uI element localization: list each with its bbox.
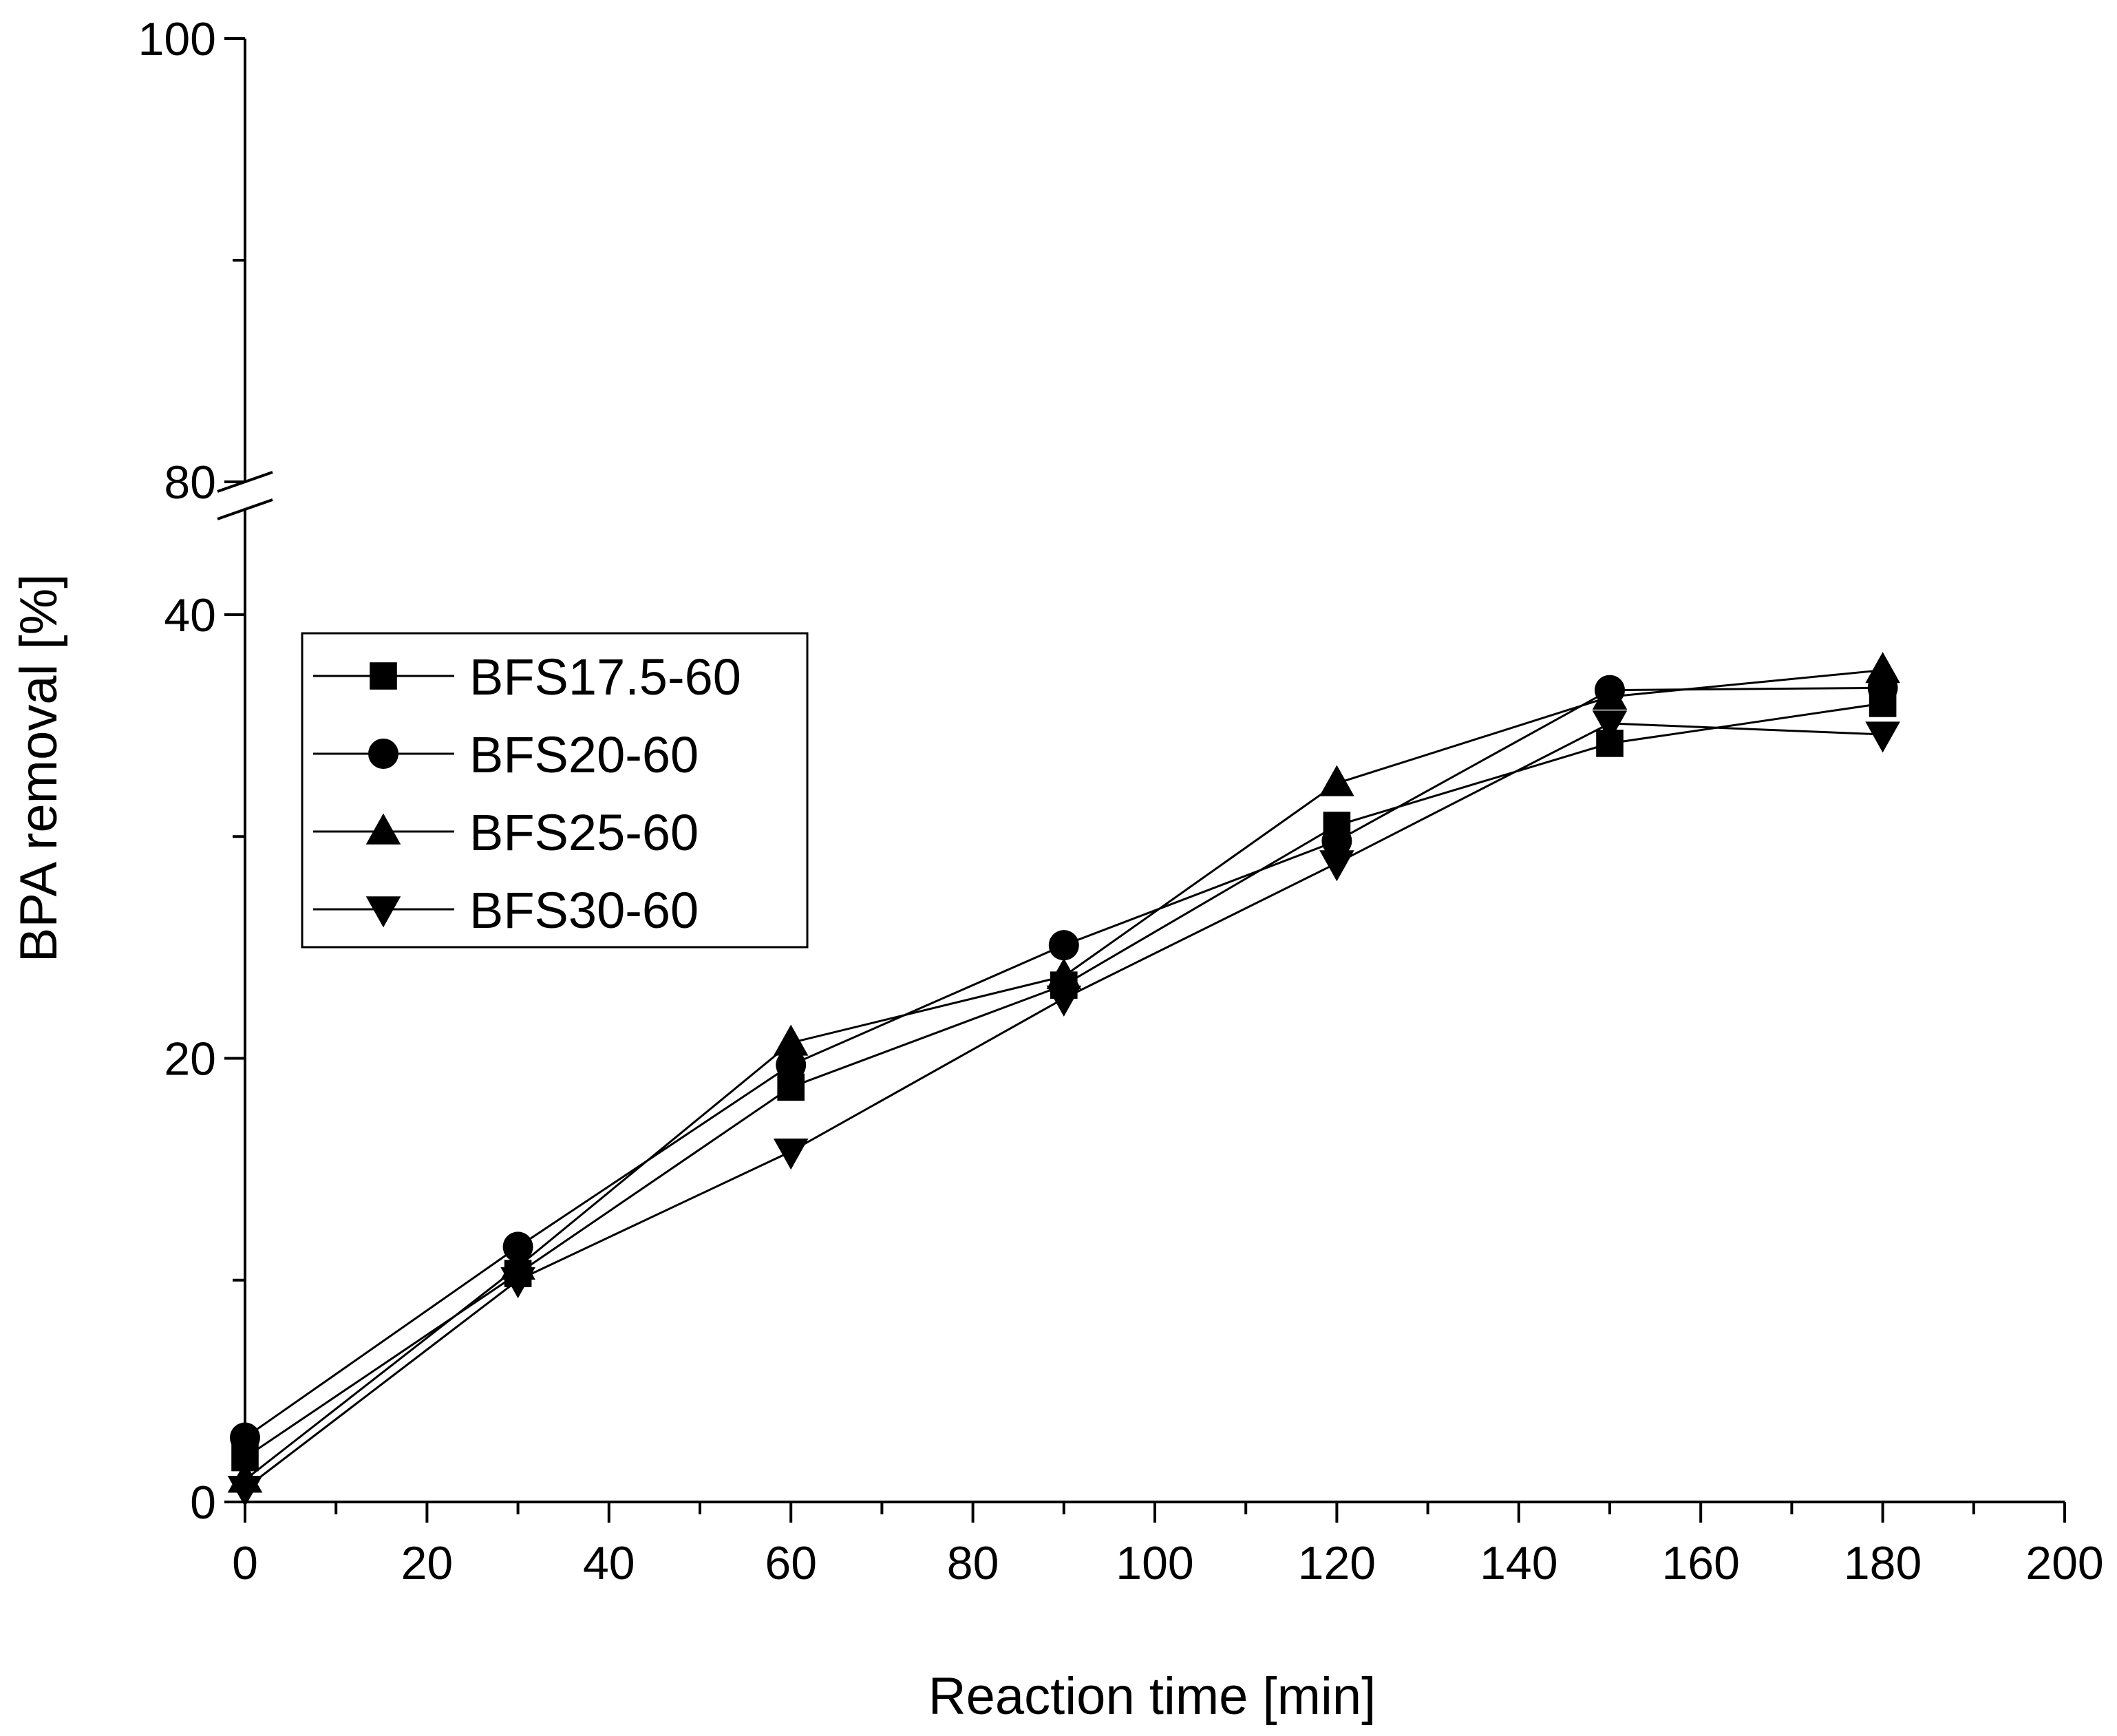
data-point-BFS30-60-120 <box>1319 850 1354 882</box>
legend-marker-BFS30-60 <box>365 896 401 928</box>
y-tick-label-0: 0 <box>190 1476 216 1529</box>
data-point-BFS30-60-180 <box>1865 721 1900 753</box>
x-tick-label-200: 200 <box>2025 1537 2103 1589</box>
x-tick-label-120: 120 <box>1298 1537 1376 1589</box>
x-tick-label-80: 80 <box>947 1537 999 1589</box>
data-point-BFS30-60-150 <box>1592 710 1628 742</box>
x-tick-label-180: 180 <box>1844 1537 1922 1589</box>
data-point-BFS25-60-180 <box>1865 652 1900 684</box>
data-point-BFS25-60-90 <box>1046 957 1082 989</box>
data-point-BFS20-60-30 <box>502 1231 533 1262</box>
legend-label-BFS30-60: BFS30-60 <box>469 882 699 939</box>
x-tick-label-20: 20 <box>401 1537 454 1589</box>
x-tick-label-60: 60 <box>765 1537 817 1589</box>
legend: BFS17.5-60 BFS20-60 BFS25-60 BFS30-60 <box>301 632 809 949</box>
y-tick-label-80: 80 <box>164 456 216 509</box>
data-point-BFS20-60-120 <box>1321 825 1352 856</box>
x-tick-label-140: 140 <box>1480 1537 1557 1589</box>
y-tick-label-20: 20 <box>164 1033 216 1086</box>
x-tick-label-40: 40 <box>583 1537 635 1589</box>
x-tick-label-160: 160 <box>1661 1537 1739 1589</box>
data-point-BFS30-60-30 <box>500 1267 535 1299</box>
plot-area: 0 20 40 80 100 0 20 40 60 80 100 120 140 160 180 200 <box>138 13 2104 1589</box>
x-axis: 0 20 40 60 80 100 120 140 160 180 200 <box>232 1501 2104 1589</box>
legend-marker-BFS25-60 <box>365 813 401 845</box>
data-point-BFS30-60-90 <box>1046 985 1082 1017</box>
series-markers <box>227 652 1900 1507</box>
x-tick-label-0: 0 <box>232 1537 258 1589</box>
legend-marker-BFS17.5-60 <box>370 662 397 690</box>
legend-label-BFS20-60: BFS20-60 <box>469 726 699 783</box>
data-point-BFS25-60-60 <box>773 1024 809 1056</box>
legend-marker-BFS20-60 <box>368 739 398 769</box>
data-point-BFS20-60-60 <box>776 1050 807 1081</box>
x-axis-title: Reaction time [min] <box>928 1667 1376 1726</box>
legend-label-BFS17.5-60: BFS17.5-60 <box>469 648 741 706</box>
x-tick-label-100: 100 <box>1116 1537 1193 1589</box>
data-point-BFS30-60-0 <box>227 1475 263 1507</box>
y-axis: 0 20 40 80 100 <box>138 13 273 1529</box>
data-point-BFS20-60-0 <box>230 1422 260 1453</box>
data-point-BFS30-60-60 <box>773 1139 809 1170</box>
data-point-BFS20-60-90 <box>1048 930 1079 961</box>
y-tick-label-100: 100 <box>138 13 216 65</box>
data-point-BFS25-60-150 <box>1592 678 1628 710</box>
y-tick-label-40: 40 <box>164 589 216 642</box>
legend-label-BFS25-60: BFS25-60 <box>469 804 699 861</box>
y-axis-title: BPA removal [%] <box>10 574 68 963</box>
data-point-BFS25-60-120 <box>1319 765 1354 796</box>
y-axis-break-mark-2 <box>217 498 273 520</box>
